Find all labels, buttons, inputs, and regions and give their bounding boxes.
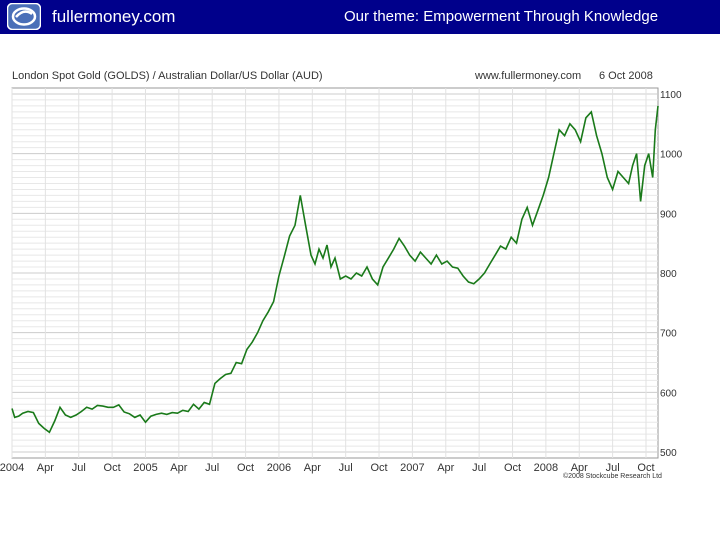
- chart-title: London Spot Gold (GOLDS) / Australian Do…: [12, 70, 323, 82]
- y-tick-label: 500: [660, 448, 677, 459]
- x-tick-label: Oct: [370, 462, 387, 474]
- y-tick-label: 1000: [660, 150, 683, 161]
- y-tick-label: 800: [660, 269, 677, 280]
- x-tick-label: Jul: [339, 462, 353, 474]
- x-tick-label: Oct: [237, 462, 254, 474]
- x-tick-label: Jul: [606, 462, 620, 474]
- x-tick-label: Apr: [170, 462, 187, 474]
- site-brand[interactable]: fullermoney.com: [52, 7, 176, 26]
- header-banner: fullermoney.com Our theme: Empowerment T…: [0, 0, 720, 34]
- x-tick-label: 2006: [267, 462, 291, 474]
- series-line-gold-aud: [11, 105, 659, 434]
- x-tick-label: Apr: [304, 462, 321, 474]
- y-tick-label: 600: [660, 388, 677, 399]
- chart-source: www.fullermoney.com: [474, 70, 581, 82]
- site-theme: Our theme: Empowerment Through Knowledge: [344, 8, 659, 25]
- x-tick-label: 2008: [534, 462, 558, 474]
- x-tick-label: Oct: [104, 462, 121, 474]
- y-axis-ticks: 500 600 700 800 900 1000 1100: [660, 90, 683, 459]
- x-tick-label: Jul: [205, 462, 219, 474]
- gold-aud-chart: 2004 Apr Jul Oct 2005 Apr Jul Oct 2006 Apr Jul Oct 2…: [0, 70, 683, 480]
- x-tick-label: Apr: [37, 462, 54, 474]
- grid: [11, 88, 658, 458]
- y-tick-label: 700: [660, 329, 677, 340]
- x-axis-ticks: 2004 Apr Jul Oct 2005 Apr Jul Oct 2006 Apr Jul Oct 2…: [0, 462, 655, 474]
- fullermoney-logo-icon: [7, 3, 41, 30]
- x-tick-label: Oct: [504, 462, 521, 474]
- x-tick-label: Oct: [637, 462, 654, 474]
- y-tick-label: 1100: [660, 90, 682, 101]
- x-tick-label: Apr: [437, 462, 454, 474]
- x-tick-label: 2005: [133, 462, 157, 474]
- chart-date: 6 Oct 2008: [599, 70, 653, 82]
- x-tick-label: Apr: [571, 462, 588, 474]
- x-tick-label: 2004: [0, 462, 24, 474]
- x-tick-label: Jul: [72, 462, 86, 474]
- x-tick-label: 2007: [400, 462, 424, 474]
- chart-copyright: ©2008 Stockcube Research Ltd: [563, 472, 662, 480]
- y-tick-label: 900: [660, 209, 677, 220]
- x-tick-label: Jul: [472, 462, 486, 474]
